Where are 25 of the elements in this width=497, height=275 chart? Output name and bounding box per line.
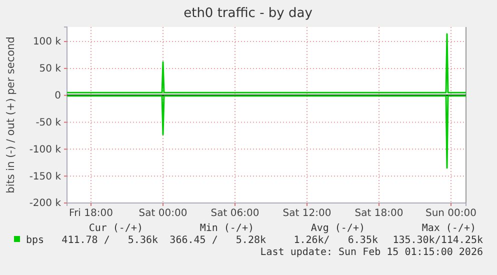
text: Max (-/+) <box>422 223 476 234</box>
text: 411.78 / 5.36k <box>62 235 158 246</box>
text: Avg (-/+) <box>310 223 365 234</box>
x-tick-label: Fri 18:00 <box>69 208 113 220</box>
y-axis-title: bits in (-) / out (+) per second <box>5 36 17 194</box>
y-tick-label: -50 k <box>36 117 62 128</box>
text: 135.30k/114.25k <box>392 235 483 246</box>
y-tick-label: 100 k <box>32 36 62 48</box>
text: 366.45 / 5.28k <box>170 235 266 246</box>
y-tick-label: -200 k <box>29 198 62 210</box>
y-tick-label: 50 k <box>39 64 62 75</box>
y-tick-label: 0 <box>54 90 61 102</box>
text: 1.26k/ 6.35k <box>294 235 378 246</box>
chart-title: eth0 traffic - by day <box>184 6 313 21</box>
x-tick-label: Sat 06:00 <box>210 208 260 220</box>
text: Last update: Sun Feb 15 01:15:00 2026 <box>260 247 483 258</box>
y-tick-label: -150 k <box>29 171 62 182</box>
x-tick-label: Sat 00:00 <box>138 208 188 220</box>
text: Cur (-/+) <box>88 223 143 234</box>
y-tick-label: -100 k <box>29 144 62 156</box>
x-tick-label: Sun 00:00 <box>425 208 477 220</box>
legend-label: bps <box>26 235 44 246</box>
text: Min (-/+) <box>200 223 254 234</box>
x-tick-label: Sat 12:00 <box>282 208 332 220</box>
x-tick-label: Sat 18:00 <box>354 208 404 220</box>
